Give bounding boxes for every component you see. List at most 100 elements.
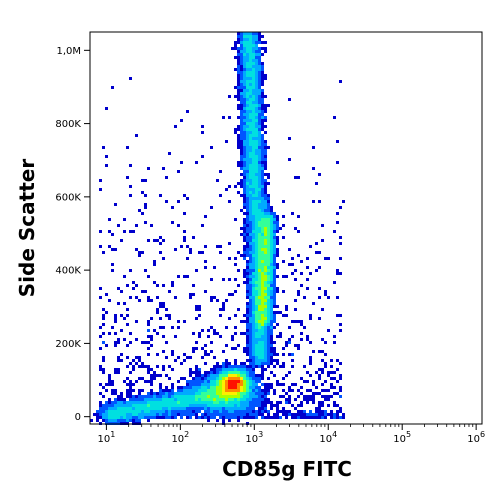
density-cell	[258, 218, 261, 221]
density-cell	[234, 389, 237, 392]
density-cell	[258, 260, 261, 263]
density-cell	[246, 413, 249, 416]
density-cell	[258, 317, 261, 320]
density-cell	[264, 182, 267, 185]
density-cell	[270, 227, 273, 230]
density-cell	[282, 353, 285, 356]
density-cell	[258, 122, 261, 125]
density-cell	[264, 179, 267, 182]
density-cell	[240, 98, 243, 101]
density-cell	[168, 389, 171, 392]
density-cell	[258, 164, 261, 167]
density-cell	[246, 80, 249, 83]
density-cell	[267, 308, 270, 311]
density-cell	[147, 347, 150, 350]
density-cell	[249, 218, 252, 221]
density-cell	[159, 317, 162, 320]
density-cell	[204, 404, 207, 407]
density-cell	[297, 404, 300, 407]
density-cell	[264, 335, 267, 338]
density-cell	[210, 341, 213, 344]
density-cell	[267, 416, 270, 419]
density-cell	[261, 179, 264, 182]
density-cell	[195, 398, 198, 401]
density-cell	[294, 227, 297, 230]
density-cell	[303, 395, 306, 398]
density-cell	[315, 242, 318, 245]
density-cell	[222, 404, 225, 407]
density-cell	[255, 386, 258, 389]
density-cell	[102, 416, 105, 419]
density-cell	[255, 413, 258, 416]
density-cell	[252, 185, 255, 188]
density-cell	[252, 332, 255, 335]
density-cell	[261, 35, 264, 38]
density-cell	[249, 83, 252, 86]
density-cell	[210, 398, 213, 401]
density-cell	[264, 272, 267, 275]
density-cell	[231, 404, 234, 407]
density-cell	[255, 128, 258, 131]
density-cell	[270, 275, 273, 278]
density-cell	[273, 230, 276, 233]
density-cell	[189, 371, 192, 374]
density-cell	[174, 413, 177, 416]
density-cell	[270, 236, 273, 239]
density-cell	[249, 182, 252, 185]
density-cell	[153, 281, 156, 284]
density-cell	[216, 374, 219, 377]
density-cell	[219, 389, 222, 392]
density-cell	[153, 392, 156, 395]
density-cell	[255, 188, 258, 191]
density-cell	[336, 410, 339, 413]
density-cell	[276, 290, 279, 293]
density-cell	[249, 185, 252, 188]
density-cell	[228, 293, 231, 296]
density-cell	[243, 410, 246, 413]
density-cell	[177, 398, 180, 401]
density-cell	[153, 374, 156, 377]
density-cell	[198, 416, 201, 419]
density-cell	[246, 278, 249, 281]
density-cell	[177, 356, 180, 359]
density-cell	[273, 269, 276, 272]
density-cell	[252, 248, 255, 251]
density-cell	[246, 326, 249, 329]
density-cell	[204, 353, 207, 356]
density-cell	[288, 98, 291, 101]
density-cell	[111, 383, 114, 386]
density-cell	[249, 170, 252, 173]
density-cell	[228, 380, 231, 383]
density-cell	[168, 404, 171, 407]
density-cell	[237, 392, 240, 395]
density-cell	[171, 401, 174, 404]
density-cell	[309, 362, 312, 365]
density-cell	[198, 395, 201, 398]
density-cell	[222, 308, 225, 311]
density-cell	[261, 107, 264, 110]
density-cell	[255, 122, 258, 125]
density-cell	[237, 116, 240, 119]
density-cell	[261, 299, 264, 302]
density-cell	[210, 407, 213, 410]
density-cell	[222, 365, 225, 368]
density-cell	[261, 254, 264, 257]
density-cell	[195, 341, 198, 344]
density-cell	[204, 350, 207, 353]
density-cell	[240, 122, 243, 125]
density-cell	[135, 380, 138, 383]
density-cell	[258, 206, 261, 209]
density-cell	[102, 404, 105, 407]
density-cell	[165, 395, 168, 398]
density-cell	[258, 257, 261, 260]
density-cell	[234, 368, 237, 371]
density-cell	[264, 278, 267, 281]
density-cell	[273, 257, 276, 260]
density-cell	[213, 266, 216, 269]
density-cell	[276, 407, 279, 410]
density-cell	[249, 155, 252, 158]
density-cell	[237, 89, 240, 92]
density-cell	[99, 410, 102, 413]
density-cell	[240, 68, 243, 71]
density-cell	[201, 386, 204, 389]
